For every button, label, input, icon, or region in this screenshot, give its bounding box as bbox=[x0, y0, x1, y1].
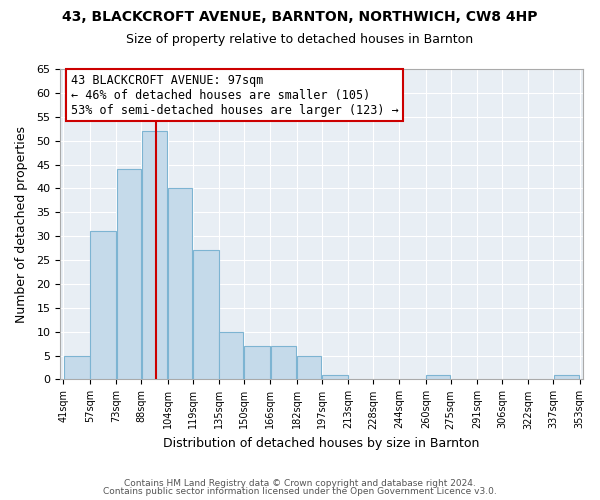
Text: 43, BLACKCROFT AVENUE, BARNTON, NORTHWICH, CW8 4HP: 43, BLACKCROFT AVENUE, BARNTON, NORTHWIC… bbox=[62, 10, 538, 24]
Bar bbox=[64, 356, 89, 380]
Bar bbox=[271, 346, 296, 380]
Bar bbox=[91, 232, 116, 380]
Bar bbox=[168, 188, 192, 380]
Text: Contains HM Land Registry data © Crown copyright and database right 2024.: Contains HM Land Registry data © Crown c… bbox=[124, 478, 476, 488]
Text: Size of property relative to detached houses in Barnton: Size of property relative to detached ho… bbox=[127, 32, 473, 46]
Bar bbox=[142, 131, 167, 380]
Bar bbox=[220, 332, 244, 380]
Bar bbox=[244, 346, 270, 380]
Bar bbox=[322, 374, 347, 380]
Bar bbox=[193, 250, 218, 380]
Y-axis label: Number of detached properties: Number of detached properties bbox=[15, 126, 28, 322]
Bar bbox=[117, 170, 141, 380]
Bar bbox=[297, 356, 321, 380]
Bar bbox=[426, 374, 450, 380]
Text: 43 BLACKCROFT AVENUE: 97sqm
← 46% of detached houses are smaller (105)
53% of se: 43 BLACKCROFT AVENUE: 97sqm ← 46% of det… bbox=[71, 74, 398, 116]
X-axis label: Distribution of detached houses by size in Barnton: Distribution of detached houses by size … bbox=[163, 437, 480, 450]
Text: Contains public sector information licensed under the Open Government Licence v3: Contains public sector information licen… bbox=[103, 487, 497, 496]
Bar bbox=[554, 374, 579, 380]
